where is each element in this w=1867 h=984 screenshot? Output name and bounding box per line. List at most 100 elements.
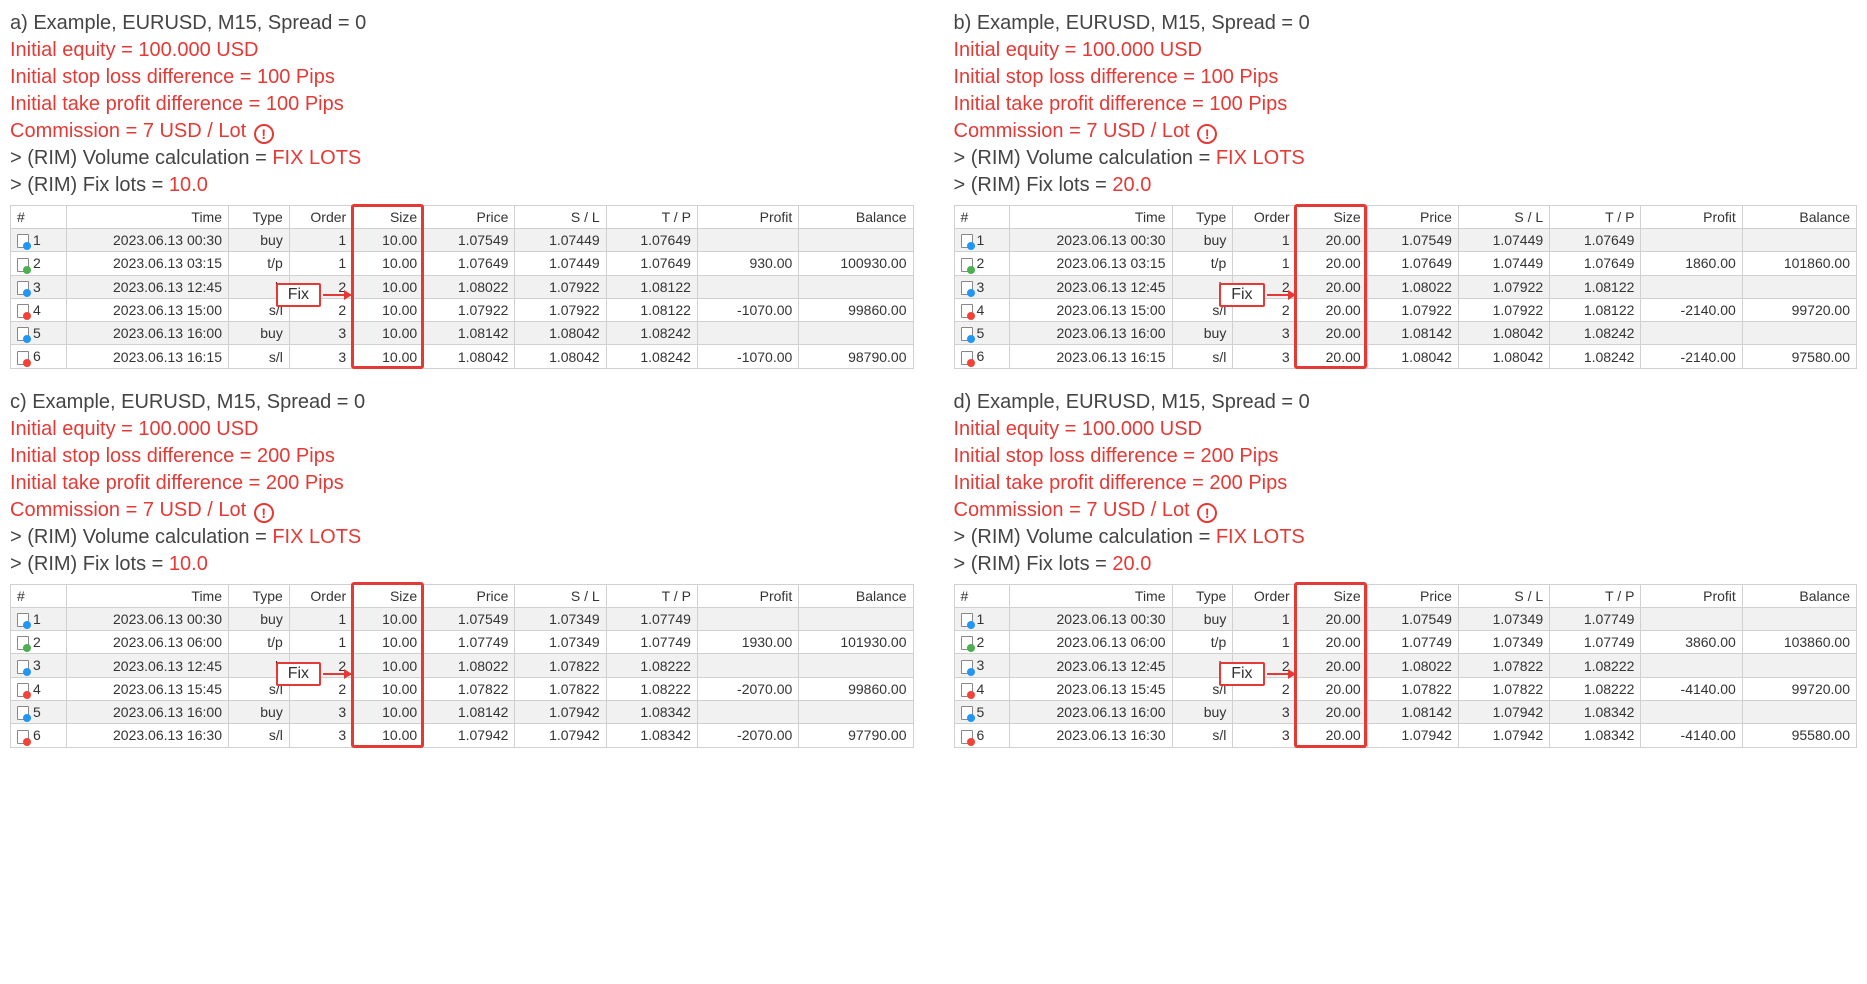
cell-profit: -2140.00	[1641, 298, 1742, 321]
col-header: Time	[66, 206, 228, 229]
col-header: #	[954, 206, 1010, 229]
cell-tp: 1.08242	[1550, 345, 1641, 368]
cell-order: 2	[1233, 677, 1296, 700]
equity-line: Initial equity = 100.000 USD	[10, 416, 914, 443]
cell-order: 3	[289, 724, 352, 747]
row-index: 6	[954, 724, 1010, 747]
panel-title: a) Example, EURUSD, M15, Spread = 0	[10, 10, 914, 37]
cell-tp: 1.08122	[606, 298, 697, 321]
cell-tp: 1.08222	[606, 654, 697, 677]
col-header: Size	[353, 206, 424, 229]
cell-sl: 1.07942	[515, 700, 606, 723]
cell-time: 2023.06.13 00:30	[1010, 229, 1172, 252]
cell-order: 2	[289, 275, 352, 298]
cell-price: 1.07549	[424, 229, 515, 252]
cell-time: 2023.06.13 16:30	[1010, 724, 1172, 747]
cell-profit	[697, 322, 798, 345]
cell-price: 1.08022	[424, 654, 515, 677]
cell-profit	[697, 607, 798, 630]
col-header: Profit	[1641, 584, 1742, 607]
cell-profit: -1070.00	[697, 298, 798, 321]
col-header: Price	[424, 584, 515, 607]
col-header: #	[11, 206, 67, 229]
cell-sl: 1.07822	[1458, 654, 1549, 677]
col-header: Price	[1367, 584, 1458, 607]
trades-table: #TimeTypeOrderSizePriceS / LT / PProfitB…	[10, 205, 914, 369]
cell-profit	[697, 229, 798, 252]
volume-calc-line: > (RIM) Volume calculation = FIX LOTS	[954, 524, 1858, 551]
cell-bal: 98790.00	[799, 345, 913, 368]
cell-price: 1.08022	[1367, 654, 1458, 677]
cell-bal	[1742, 607, 1856, 630]
cell-profit	[1641, 322, 1742, 345]
cell-profit: -4140.00	[1641, 677, 1742, 700]
row-index: 3	[954, 654, 1010, 677]
table-row: 32023.06.13 12:45b220.001.080221.078221.…	[954, 654, 1857, 677]
cell-tp: 1.08122	[606, 275, 697, 298]
buy-icon	[17, 234, 29, 248]
table-row: 42023.06.13 15:00s/l210.001.079221.07922…	[11, 298, 914, 321]
panel-title: d) Example, EURUSD, M15, Spread = 0	[954, 389, 1858, 416]
cell-profit: -2140.00	[1641, 345, 1742, 368]
cell-time: 2023.06.13 15:00	[1010, 298, 1172, 321]
cell-price: 1.08022	[1367, 275, 1458, 298]
buy-icon	[17, 327, 29, 341]
cell-tp: 1.08222	[606, 677, 697, 700]
cell-order: 1	[1233, 252, 1296, 275]
cell-order: 1	[289, 607, 352, 630]
table-row: 62023.06.13 16:15s/l320.001.080421.08042…	[954, 345, 1857, 368]
col-header: Type	[1172, 206, 1233, 229]
cell-bal	[799, 700, 913, 723]
panel-a: a) Example, EURUSD, M15, Spread = 0Initi…	[10, 10, 914, 369]
volume-calc-line: > (RIM) Volume calculation = FIX LOTS	[10, 145, 914, 172]
col-header: Time	[1010, 206, 1172, 229]
cell-profit	[697, 700, 798, 723]
cell-bal: 101930.00	[799, 631, 913, 654]
cell-size: 10.00	[353, 677, 424, 700]
cell-profit: -4140.00	[1641, 724, 1742, 747]
table-row: 22023.06.13 06:00t/p110.001.077491.07349…	[11, 631, 914, 654]
table-row: 42023.06.13 15:00s/l220.001.079221.07922…	[954, 298, 1857, 321]
cell-type: buy	[1172, 322, 1233, 345]
cell-time: 2023.06.13 12:45	[1010, 654, 1172, 677]
cell-bal	[799, 607, 913, 630]
cell-size: 20.00	[1296, 654, 1367, 677]
sl-icon	[17, 730, 29, 744]
table-row: 12023.06.13 00:30buy120.001.075491.07349…	[954, 607, 1857, 630]
sl-icon	[17, 304, 29, 318]
cell-type: b	[229, 654, 290, 677]
tp-icon	[17, 258, 29, 272]
cell-size: 20.00	[1296, 252, 1367, 275]
col-header: Order	[289, 584, 352, 607]
cell-time: 2023.06.13 16:30	[66, 724, 228, 747]
cell-bal: 97790.00	[799, 724, 913, 747]
sl-icon	[961, 730, 973, 744]
col-header: Profit	[697, 584, 798, 607]
cell-tp: 1.07649	[1550, 252, 1641, 275]
cell-order: 1	[289, 229, 352, 252]
trades-table: #TimeTypeOrderSizePriceS / LT / PProfitB…	[10, 584, 914, 748]
cell-size: 20.00	[1296, 677, 1367, 700]
cell-order: 2	[1233, 298, 1296, 321]
cell-order: 2	[289, 654, 352, 677]
row-index: 4	[954, 677, 1010, 700]
col-header: Price	[1367, 206, 1458, 229]
cell-time: 2023.06.13 16:00	[66, 322, 228, 345]
col-header: T / P	[606, 206, 697, 229]
cell-tp: 1.08122	[1550, 298, 1641, 321]
cell-time: 2023.06.13 00:30	[66, 229, 228, 252]
cell-time: 2023.06.13 16:00	[1010, 700, 1172, 723]
cell-time: 2023.06.13 15:45	[66, 677, 228, 700]
buy-icon	[961, 660, 973, 674]
cell-time: 2023.06.13 03:15	[66, 252, 228, 275]
cell-type: b	[1172, 654, 1233, 677]
takeprofit-line: Initial take profit difference = 200 Pip…	[954, 470, 1858, 497]
row-index: 2	[954, 252, 1010, 275]
cell-sl: 1.07922	[515, 275, 606, 298]
panel-title: b) Example, EURUSD, M15, Spread = 0	[954, 10, 1858, 37]
row-index: 4	[954, 298, 1010, 321]
cell-type: buy	[1172, 700, 1233, 723]
col-header: Type	[229, 584, 290, 607]
cell-bal	[799, 229, 913, 252]
row-index: 1	[11, 229, 67, 252]
